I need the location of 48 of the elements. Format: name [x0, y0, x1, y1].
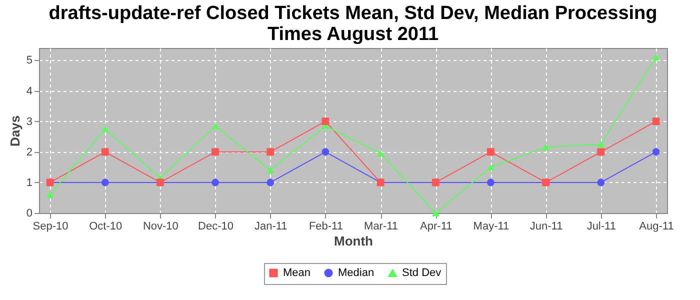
x-axis-title: Month	[334, 234, 374, 248]
x-tick-label: Apr-11	[420, 220, 452, 232]
point	[101, 148, 109, 156]
point	[322, 148, 330, 156]
point	[212, 148, 219, 156]
x-tick-label: Mar-11	[364, 220, 398, 232]
y-tick-label: 0	[26, 208, 32, 220]
chart-title: drafts-update-ref Closed Tickets Mean, Std Dev, Median Processing Times August 2011	[48, 3, 658, 45]
x-tick-label: Nov-10	[142, 220, 178, 232]
point	[266, 178, 274, 186]
x-tick-label: Dec-10	[198, 220, 234, 232]
point	[322, 118, 330, 126]
point	[652, 148, 660, 156]
point	[101, 178, 109, 186]
y-tick-label: 5	[26, 54, 32, 67]
point	[487, 148, 494, 156]
y-axis-title: Days	[7, 115, 22, 147]
point	[266, 167, 274, 174]
point	[487, 178, 494, 186]
y-tick-label: 2	[26, 146, 32, 158]
x-tick-label: Oct-10	[89, 220, 122, 232]
point	[432, 210, 440, 216]
legend-label: Mean	[283, 266, 311, 279]
x-tick-label: Jan-11	[254, 220, 288, 232]
point	[597, 178, 605, 186]
y-tick-label: 3	[26, 116, 32, 128]
point	[542, 144, 550, 151]
point	[101, 126, 109, 132]
point	[597, 148, 605, 156]
x-tick-label: Aug-11	[639, 220, 674, 232]
legend-label: Median	[338, 266, 374, 279]
x-tick-label: Sep-10	[32, 220, 68, 232]
y-tick-label: 1	[26, 176, 32, 189]
x-tick-label: May-11	[473, 220, 510, 232]
point	[652, 54, 660, 60]
point	[266, 148, 274, 156]
legend-label: Std Dev	[402, 267, 442, 280]
x-tick-label: Jun-11	[530, 220, 563, 232]
point	[487, 164, 494, 170]
point	[597, 141, 605, 148]
y-tick-label: 4	[26, 85, 32, 98]
x-tick-label: Feb-11	[308, 220, 343, 232]
point	[212, 122, 219, 130]
point	[46, 191, 54, 198]
x-tick-label: Jul-11	[586, 220, 616, 232]
point	[212, 178, 219, 186]
point	[652, 118, 660, 126]
point	[376, 150, 384, 157]
